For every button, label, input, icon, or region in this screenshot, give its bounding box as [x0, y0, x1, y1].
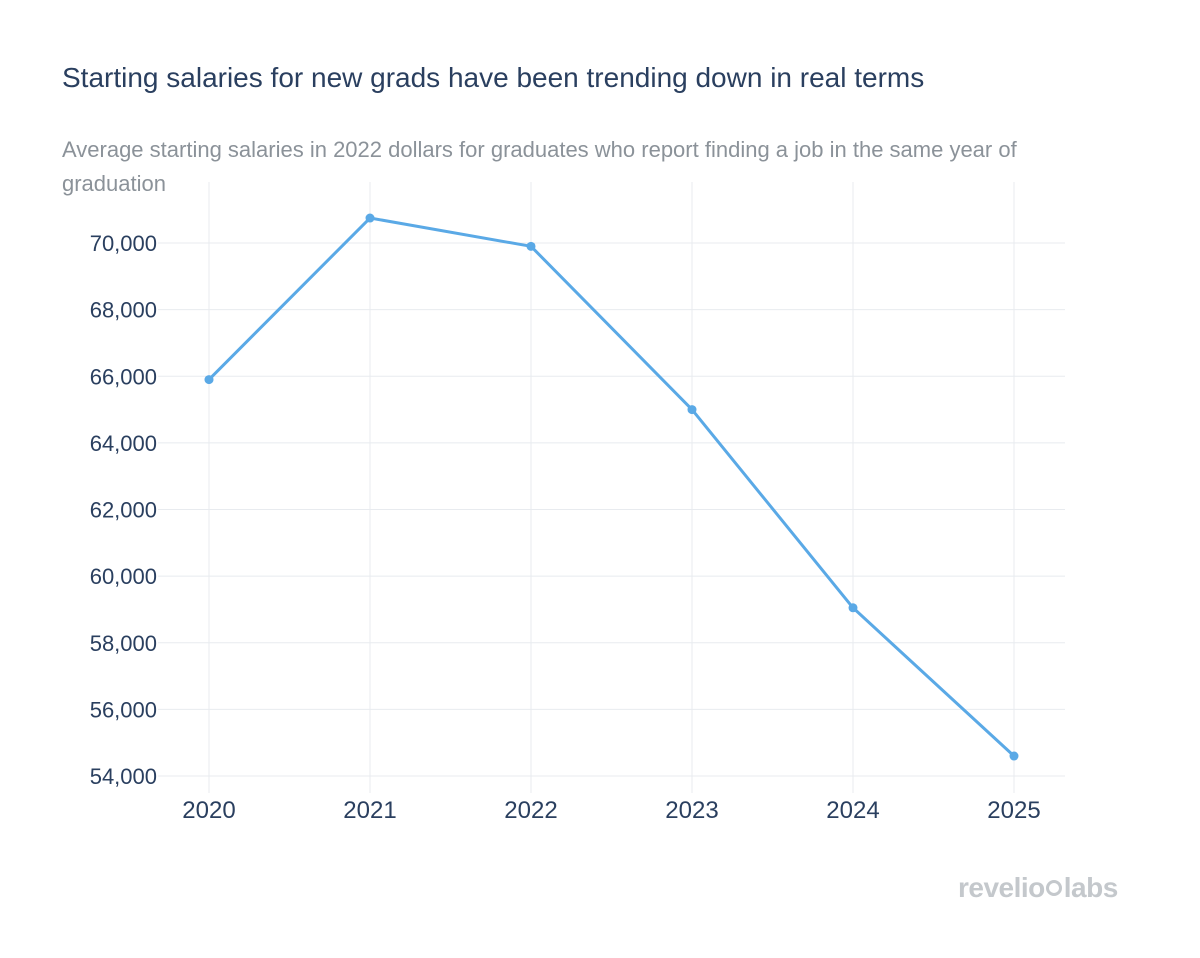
- logo-text-labs: labs: [1063, 872, 1119, 903]
- x-tick-label: 2020: [182, 797, 235, 824]
- data-point: [526, 241, 536, 251]
- series-line: [207, 216, 1016, 758]
- x-tick-label: 2024: [826, 797, 879, 824]
- y-tick-label: 58,000: [90, 631, 157, 656]
- chart-title: Starting salaries for new grads have bee…: [62, 62, 925, 93]
- data-point: [687, 405, 697, 415]
- y-tick-label: 68,000: [90, 298, 157, 323]
- y-tick-label: 64,000: [90, 431, 157, 456]
- y-tick-label: 62,000: [90, 498, 157, 523]
- y-tick-label: 60,000: [90, 564, 157, 589]
- y-tick-label: 70,000: [90, 231, 157, 256]
- data-point: [1009, 751, 1019, 761]
- x-tick-label: 2022: [504, 797, 557, 824]
- y-tick-label: 66,000: [90, 364, 157, 389]
- x-tick-label: 2023: [665, 797, 718, 824]
- y-tick-label: 54,000: [90, 764, 157, 789]
- chart-subtitle: Average starting salaries in 2022 dollar…: [62, 137, 1017, 196]
- data-point: [204, 375, 214, 385]
- logo-text-revelio: revelio: [958, 872, 1045, 903]
- x-tick-label: 2025: [987, 797, 1040, 824]
- data-point: [365, 213, 375, 223]
- y-tick-label: 56,000: [90, 697, 157, 722]
- x-tick-label: 2021: [343, 797, 396, 824]
- data-point: [848, 603, 858, 613]
- revelio-labs-logo: revelio labs: [958, 872, 1118, 904]
- logo-dot-icon: [1045, 880, 1062, 896]
